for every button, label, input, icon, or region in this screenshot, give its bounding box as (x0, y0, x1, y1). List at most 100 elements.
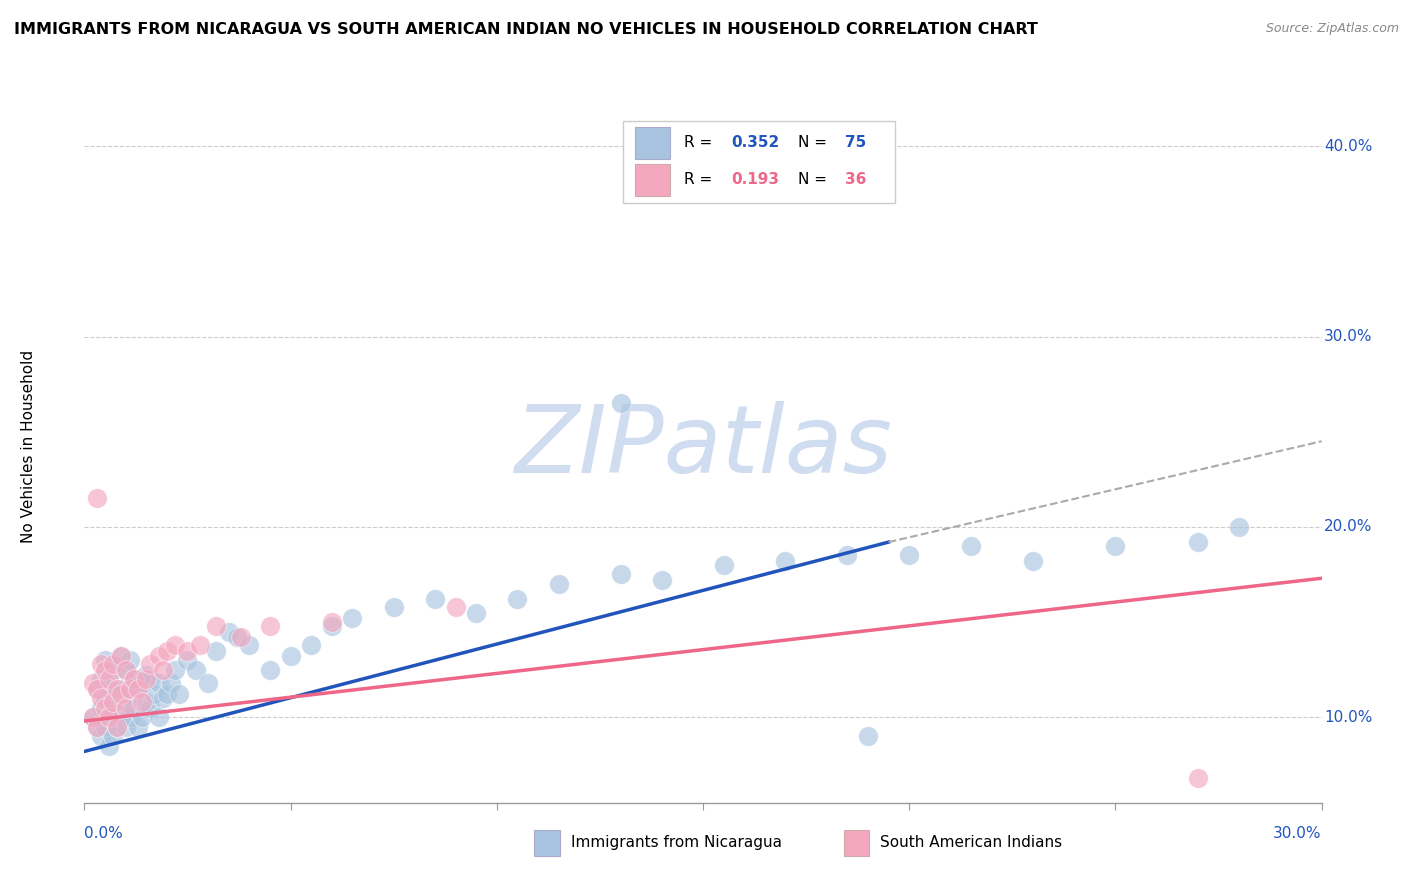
Point (165, 638, 187, 652)
Point (131, 676, 153, 690)
Point (259, 663, 281, 677)
Text: 40.0%: 40.0% (1324, 139, 1372, 153)
Point (184, 663, 207, 677)
Point (110, 649, 132, 664)
Text: 30.0%: 30.0% (1274, 826, 1322, 840)
Point (122, 700, 145, 714)
Text: 75: 75 (845, 136, 866, 150)
Point (856, 729, 879, 743)
Point (110, 687, 132, 701)
Point (131, 710, 153, 724)
Point (114, 663, 136, 677)
Text: 20.0%: 20.0% (1324, 519, 1372, 534)
Point (94, 663, 117, 677)
Point (342, 611, 364, 625)
Point (139, 700, 162, 714)
Point (103, 663, 125, 677)
Point (135, 695, 157, 709)
Point (114, 720, 136, 734)
Point (98, 710, 121, 724)
Point (165, 663, 187, 677)
Point (148, 710, 170, 724)
Point (1022, 554, 1045, 568)
Point (160, 676, 183, 690)
Point (90, 691, 112, 706)
Point (205, 643, 228, 657)
Point (1187, 771, 1209, 785)
Point (105, 687, 128, 701)
Point (105, 720, 128, 734)
Point (90, 700, 112, 714)
Point (218, 624, 240, 639)
Point (98, 710, 121, 724)
Point (86, 681, 108, 696)
Point (127, 681, 149, 696)
Point (90, 657, 112, 671)
Point (152, 691, 174, 706)
Point (105, 720, 128, 734)
Point (110, 681, 132, 696)
Point (321, 619, 343, 633)
Point (105, 681, 128, 696)
Point (103, 695, 125, 709)
Point (197, 676, 219, 690)
Point (176, 643, 198, 657)
Point (167, 687, 190, 701)
Point (105, 657, 128, 671)
Point (86, 720, 108, 734)
Point (143, 687, 166, 701)
Point (423, 592, 446, 607)
Point (148, 676, 170, 690)
Point (103, 729, 125, 743)
Point (103, 657, 125, 671)
Point (110, 710, 132, 724)
Point (114, 663, 136, 677)
Point (188, 638, 211, 652)
Point (609, 567, 631, 582)
Point (90, 729, 112, 743)
Text: N =: N = (799, 136, 832, 150)
Point (86, 681, 108, 696)
Point (1104, 539, 1126, 553)
Point (176, 653, 198, 667)
Point (837, 549, 859, 563)
Point (94, 720, 117, 734)
Point (122, 672, 145, 686)
Point (98, 681, 121, 696)
Text: R =: R = (685, 136, 717, 150)
Point (122, 672, 145, 686)
Point (110, 649, 132, 664)
Point (506, 592, 529, 607)
Point (98, 739, 121, 753)
Point (114, 700, 136, 714)
Point (86, 720, 108, 734)
Point (139, 672, 162, 686)
Point (118, 653, 141, 667)
Point (156, 687, 179, 701)
Text: ZIPatlas: ZIPatlas (515, 401, 891, 491)
Point (444, 599, 467, 614)
Point (118, 710, 141, 724)
FancyBboxPatch shape (636, 127, 669, 159)
Text: 30.0%: 30.0% (1324, 329, 1372, 344)
Point (259, 619, 281, 633)
Text: 0.352: 0.352 (731, 136, 780, 150)
Point (1187, 535, 1209, 549)
Point (321, 615, 343, 629)
Point (713, 558, 735, 572)
Text: 36: 36 (845, 172, 866, 187)
Point (86, 491, 108, 506)
Text: 0.193: 0.193 (731, 172, 779, 187)
Text: IMMIGRANTS FROM NICARAGUA VS SOUTH AMERICAN INDIAN NO VEHICLES IN HOUSEHOLD CORR: IMMIGRANTS FROM NICARAGUA VS SOUTH AMERI… (14, 22, 1038, 37)
Text: Immigrants from Nicaragua: Immigrants from Nicaragua (571, 836, 782, 850)
Point (299, 638, 322, 652)
Point (127, 681, 149, 696)
Point (135, 672, 157, 686)
Point (103, 695, 125, 709)
Point (960, 539, 983, 553)
Point (547, 577, 569, 591)
Point (139, 657, 162, 671)
Point (94, 700, 117, 714)
Text: 10.0%: 10.0% (1324, 710, 1372, 724)
FancyBboxPatch shape (623, 121, 894, 203)
